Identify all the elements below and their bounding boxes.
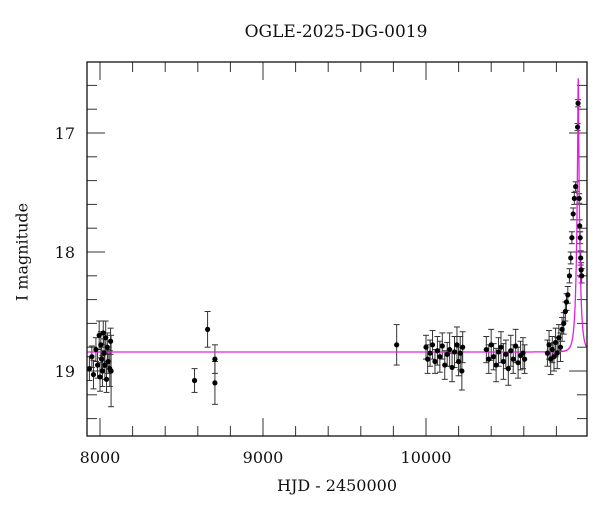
plot-frame (86, 61, 588, 437)
svg-text:19: 19 (55, 362, 75, 381)
svg-text:8000: 8000 (80, 448, 121, 467)
svg-text:18: 18 (55, 243, 75, 262)
x-axis-label: HJD - 2450000 (276, 476, 398, 495)
data-points (86, 100, 585, 386)
axis-ticks (87, 62, 587, 436)
tick-labels: 8000 9000 10000 17 18 19 (55, 124, 452, 467)
error-bars (86, 99, 585, 408)
model-curve (87, 78, 588, 353)
svg-text:9000: 9000 (243, 448, 284, 467)
chart-title: OGLE-2025-DG-0019 (244, 22, 428, 42)
svg-text:17: 17 (55, 124, 75, 143)
svg-text:10000: 10000 (401, 448, 452, 467)
